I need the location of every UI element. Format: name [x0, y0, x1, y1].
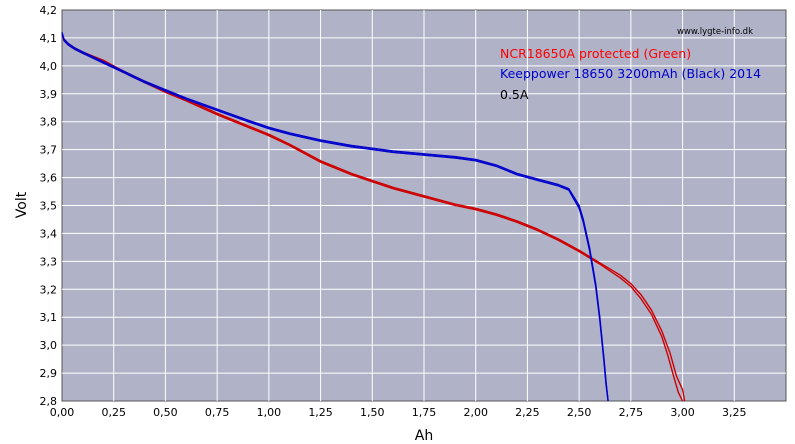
- y-tick-label: 2,9: [40, 367, 58, 380]
- y-tick-label: 3,4: [40, 227, 58, 240]
- series-line-4: [61, 33, 609, 402]
- y-axis-title: Volt: [14, 191, 30, 218]
- x-tick-label: 1,25: [308, 406, 333, 419]
- y-tick-label: 3,9: [40, 88, 58, 101]
- y-tick-label: 4,2: [40, 4, 58, 17]
- x-axis-title: Ah: [415, 428, 433, 444]
- y-tick-label: 3,3: [40, 255, 58, 268]
- y-tick-label: 2,8: [40, 395, 58, 408]
- legend-entry-keeppower: Keeppower 18650 3200mAh (Black) 2014: [500, 66, 761, 81]
- y-tick-label: 3,6: [40, 172, 58, 185]
- y-tick-label: 3,0: [40, 339, 58, 352]
- y-tick-label: 3,7: [40, 144, 58, 157]
- y-tick-label: 3,1: [40, 311, 58, 324]
- legend-entry-current: 0.5A: [500, 87, 529, 102]
- y-tick-label: 3,5: [40, 200, 58, 213]
- x-tick-label: 0,75: [205, 406, 230, 419]
- x-tick-label: 0,25: [101, 406, 126, 419]
- x-tick-label: 2,25: [515, 406, 540, 419]
- y-tick-label: 3,8: [40, 116, 58, 129]
- x-tick-label: 2,00: [463, 406, 488, 419]
- x-tick-label: 3,00: [670, 406, 695, 419]
- x-tick-label: 2,75: [619, 406, 644, 419]
- y-tick-label: 4,1: [40, 32, 58, 45]
- legend-entry-ncr18650a: NCR18650A protected (Green): [500, 46, 691, 61]
- y-tick-label: 3,2: [40, 283, 58, 296]
- x-tick-label: 2,50: [567, 406, 592, 419]
- series-line-2: [61, 34, 686, 402]
- y-tick-label: 4,0: [40, 60, 58, 73]
- x-tick-label: 3,25: [722, 406, 747, 419]
- x-tick-label: 1,75: [412, 406, 437, 419]
- x-tick-label: 0,50: [153, 406, 178, 419]
- x-tick-label: 1,50: [360, 406, 385, 419]
- x-tick-label: 0,00: [50, 406, 75, 419]
- series-layer: [61, 32, 686, 402]
- watermark: www.lygte-info.dk: [677, 27, 753, 37]
- tick-layer: 0,00 0,25 0,50 0,75 1,00 1,25 1,50 1,75 2,00 2,25…: [40, 4, 747, 419]
- x-tick-label: 1,00: [257, 406, 282, 419]
